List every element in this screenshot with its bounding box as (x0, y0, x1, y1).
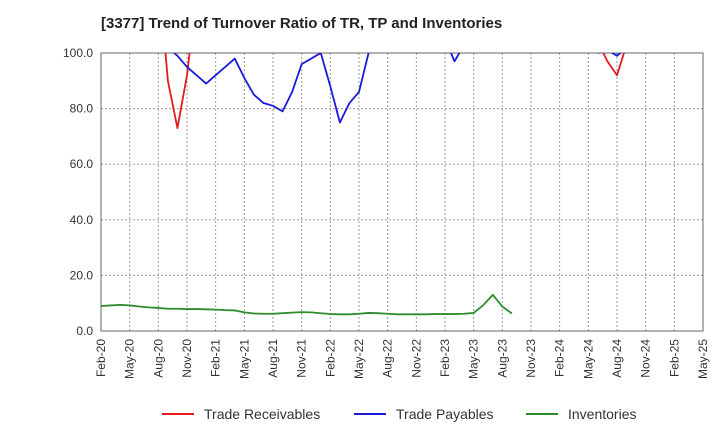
x-tick-label: Feb-23 (438, 339, 452, 377)
series-line-trade-receivables (164, 53, 191, 129)
x-tick-label: May-21 (237, 339, 251, 379)
x-tick-label: Feb-24 (553, 339, 567, 377)
x-tick-label: Feb-21 (209, 339, 223, 377)
x-tick-label: Nov-21 (295, 339, 309, 378)
series-line-trade-payables (597, 53, 622, 57)
x-tick-label: Aug-23 (495, 339, 509, 378)
x-tick-label: Nov-24 (639, 339, 653, 378)
x-tick-label: Nov-20 (180, 339, 194, 378)
legend-label: Inventories (568, 406, 636, 422)
x-tick-label: Aug-20 (151, 339, 165, 378)
x-tick-label: Nov-23 (524, 339, 538, 378)
x-tick-label: Aug-24 (610, 339, 624, 378)
x-tick-label: May-24 (581, 339, 595, 379)
chart-title: [3377] Trend of Turnover Ratio of TR, TP… (101, 15, 503, 32)
x-tick-label: Feb-25 (667, 339, 681, 377)
y-tick-label: 80.0 (70, 102, 94, 116)
series-line-trade-payables (172, 53, 370, 124)
y-tick-label: 60.0 (70, 157, 94, 171)
x-tick-label: May-23 (467, 339, 481, 379)
x-tick-label: May-22 (352, 339, 366, 379)
y-tick-label: 0.0 (76, 324, 93, 338)
x-tick-label: Feb-20 (94, 339, 108, 377)
series-line-inventories (101, 293, 513, 316)
series-group-inventories (101, 293, 513, 316)
x-tick-label: Feb-22 (323, 339, 337, 377)
y-tick-label: 40.0 (70, 213, 94, 227)
legend-label: Trade Receivables (204, 406, 320, 422)
series-line-trade-receivables (602, 53, 625, 77)
x-tick-label: Aug-21 (266, 339, 280, 378)
x-tick-label: Aug-22 (381, 339, 395, 378)
series-line-trade-payables (449, 53, 461, 63)
series-group-trade-receivables (164, 53, 625, 129)
legend-label: Trade Payables (396, 406, 494, 422)
x-tick-label: Nov-22 (409, 339, 423, 378)
x-tick-label: May-25 (696, 339, 710, 379)
plot-area-border (100, 52, 704, 332)
y-tick-label: 20.0 (70, 268, 94, 282)
series-group-trade-payables (172, 53, 622, 124)
x-tick-label: May-20 (123, 339, 137, 379)
y-tick-label: 100.0 (63, 46, 93, 60)
